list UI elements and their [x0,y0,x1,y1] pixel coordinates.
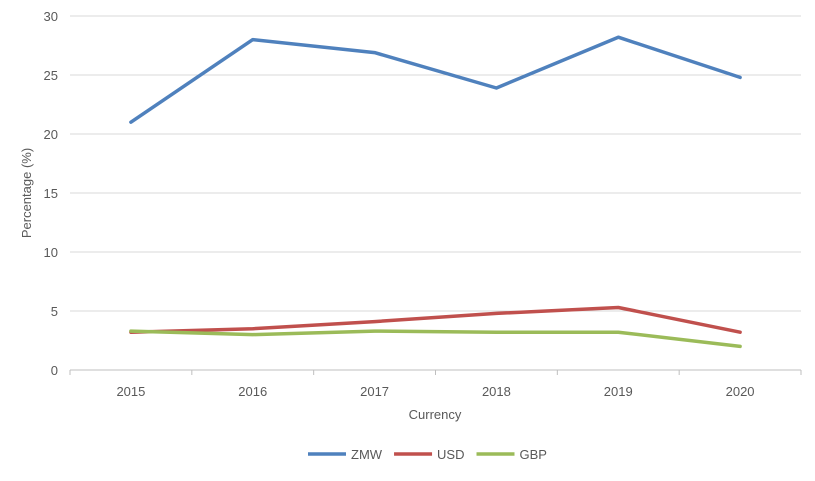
x-tick-label: 2018 [482,384,511,399]
x-tick-label: 2017 [360,384,389,399]
series-line-gbp [129,329,742,349]
x-tick-label: 2015 [116,384,145,399]
gridlines [69,15,802,375]
legend-label-zmw: ZMW [351,447,383,462]
x-tick-labels: 2015 2016 2017 2018 2019 2020 [116,384,754,399]
y-tick-label: 15 [44,186,58,201]
y-axis-title: Percentage (%) [19,148,34,238]
x-tick-label: 2020 [726,384,755,399]
x-tick-label: 2019 [604,384,633,399]
y-tick-label: 30 [44,9,58,24]
series-line-zmw [129,35,742,124]
series-lines [129,35,742,349]
y-tick-labels: 0 5 10 15 20 25 30 [44,9,58,378]
series-line-usd [129,305,742,334]
y-tick-label: 10 [44,245,58,260]
y-tick-label: 5 [51,304,58,319]
legend-label-usd: USD [437,447,464,462]
x-axis-title: Currency [409,407,462,422]
x-tick-label: 2016 [238,384,267,399]
legend-label-gbp: GBP [520,447,547,462]
legend: ZMW USD GBP [308,447,547,462]
y-tick-label: 0 [51,363,58,378]
y-tick-label: 25 [44,68,58,83]
y-tick-label: 20 [44,127,58,142]
